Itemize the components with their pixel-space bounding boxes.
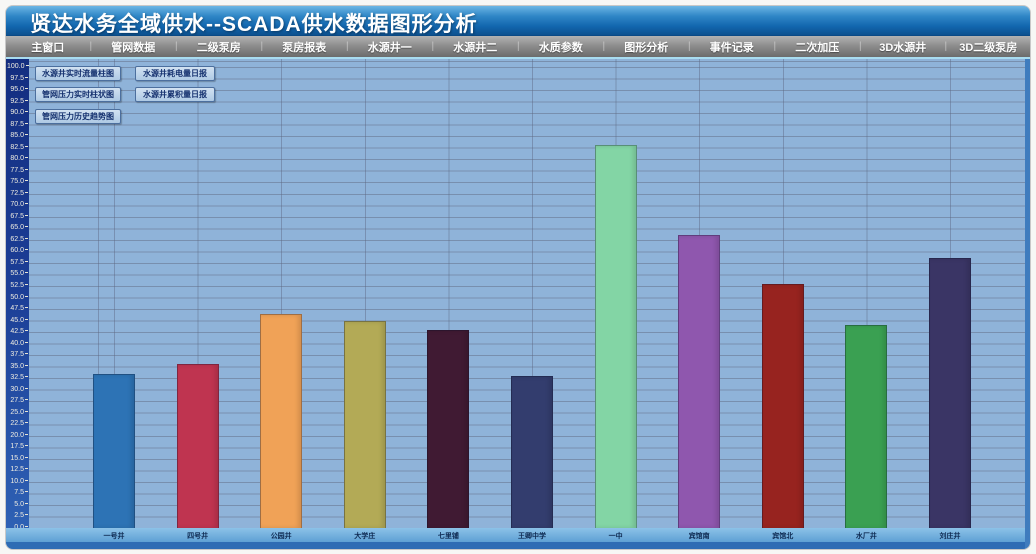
y-tick-label: 22.5 bbox=[7, 420, 28, 428]
menu-item-secondary-pump[interactable]: 二级泵房 bbox=[196, 41, 241, 54]
y-tick-label: 40.0 bbox=[7, 340, 28, 348]
x-category-label: 刘庄井 bbox=[939, 533, 961, 540]
menu-item-water-quality[interactable]: 水质参数 bbox=[538, 41, 583, 54]
y-axis: 100.0 97.5 95.0 92.5 90.0 87.5 85.0 82.5 80.0 77.… bbox=[6, 59, 29, 535]
chart-bar-宾馆南 bbox=[678, 235, 721, 528]
menu-item-network-data[interactable]: 管网数据 bbox=[111, 41, 156, 54]
y-tick-label: 25.0 bbox=[7, 409, 28, 417]
y-tick-label: 97.5 bbox=[7, 75, 28, 83]
x-category-label: 王卿中学 bbox=[518, 533, 546, 540]
y-tick-label: 67.5 bbox=[7, 213, 28, 221]
y-tick-label: 2.5 bbox=[7, 512, 28, 520]
chart-bar-七里铺 bbox=[427, 330, 470, 528]
x-category-label: 宾馆北 bbox=[772, 533, 794, 540]
chart-bar-宾馆北 bbox=[761, 284, 804, 528]
y-tick-label: 45.0 bbox=[7, 317, 28, 325]
chart-bar-一中 bbox=[594, 145, 637, 528]
y-tick-label: 82.5 bbox=[7, 144, 28, 152]
chart-bar-大学庄 bbox=[343, 321, 386, 528]
button-realtime-pressure-chart[interactable]: 管网压力实时柱状图 bbox=[35, 87, 121, 102]
x-axis-label-band: 一号井 四号井 公园井 大学庄 七里铺 王卿中学 一中 宾馆南 宾馆北 水厂井 刘庄井 bbox=[6, 528, 1025, 542]
y-tick-label: 87.5 bbox=[7, 121, 28, 129]
button-pressure-history-trend[interactable]: 管网压力历史趋势图 bbox=[35, 109, 121, 124]
menu-item-3d-pump[interactable]: 3D二级泵房 bbox=[959, 41, 1018, 54]
chart-bar-一号井 bbox=[93, 374, 135, 528]
button-power-daily-report[interactable]: 水源井耗电量日报 bbox=[135, 66, 215, 81]
y-tick-label: 75.0 bbox=[7, 178, 28, 186]
y-tick-label: 7.5 bbox=[7, 489, 28, 497]
menu-divider: | bbox=[431, 41, 435, 52]
menu-item-well-2[interactable]: 水源井二 bbox=[453, 41, 498, 54]
y-tick-label: 72.5 bbox=[7, 190, 28, 198]
x-category-label: 宾馆南 bbox=[688, 533, 710, 540]
y-tick-label: 52.5 bbox=[7, 282, 28, 290]
y-tick-label: 70.0 bbox=[7, 201, 28, 209]
y-tick-label: 10.0 bbox=[7, 478, 28, 486]
y-tick-label: 60.0 bbox=[7, 247, 28, 255]
y-tick-label: 50.0 bbox=[7, 294, 28, 302]
menu-item-3d-well[interactable]: 3D水源井 bbox=[879, 41, 927, 54]
y-tick-label: 30.0 bbox=[7, 386, 28, 394]
menu-divider: | bbox=[175, 41, 178, 52]
menu-item-secondary-pressure[interactable]: 二次加压 bbox=[795, 41, 840, 54]
x-category-label: 水厂井 bbox=[855, 533, 877, 540]
y-tick-label: 90.0 bbox=[7, 109, 28, 117]
y-tick-label: 77.5 bbox=[7, 167, 28, 175]
x-category-label: 一号井 bbox=[103, 533, 125, 540]
y-tick-label: 35.0 bbox=[7, 363, 28, 371]
x-category-label: 四号井 bbox=[187, 533, 209, 540]
menu-divider: | bbox=[89, 41, 93, 52]
title-bar: 贤达水务全域供水--SCADA供水数据图形分析 bbox=[6, 6, 1030, 36]
menu-divider: | bbox=[517, 41, 520, 52]
menu-item-event-log[interactable]: 事件记录 bbox=[709, 41, 754, 54]
menu-divider: | bbox=[602, 41, 606, 52]
y-tick-label: 42.5 bbox=[7, 328, 28, 336]
button-cumulative-daily-report[interactable]: 水源井累积量日报 bbox=[135, 87, 215, 102]
menu-bar: 主窗口 | 管网数据 | 二级泵房 | 泵房报表 | 水源井一 | 水源井二 |… bbox=[6, 36, 1030, 59]
menu-item-main-window[interactable]: 主窗口 bbox=[31, 41, 65, 54]
x-category-label: 一中 bbox=[608, 533, 623, 540]
y-tick-label: 62.5 bbox=[7, 236, 28, 244]
app-window: 贤达水务全域供水--SCADA供水数据图形分析 主窗口 | 管网数据 | 二级泵… bbox=[6, 6, 1030, 549]
y-tick-label: 5.0 bbox=[7, 501, 28, 509]
y-tick-label: 32.5 bbox=[7, 374, 28, 382]
menu-divider: | bbox=[859, 41, 862, 52]
y-tick-label: 15.0 bbox=[7, 455, 28, 463]
chart-bar-王卿中学 bbox=[511, 376, 553, 528]
y-tick-label: 80.0 bbox=[7, 155, 28, 163]
y-tick-label: 92.5 bbox=[7, 98, 28, 106]
x-category-label: 大学庄 bbox=[354, 533, 376, 540]
y-tick-label: 100.0 bbox=[7, 63, 28, 71]
y-tick-label: 12.5 bbox=[7, 466, 28, 474]
menu-divider: | bbox=[944, 41, 948, 52]
y-tick-label: 27.5 bbox=[7, 397, 28, 405]
x-category-label: 七里铺 bbox=[437, 533, 459, 540]
menu-divider: | bbox=[688, 41, 691, 52]
y-tick-label: 65.0 bbox=[7, 224, 28, 232]
y-tick-label: 20.0 bbox=[7, 432, 28, 440]
chart-bar-公园井 bbox=[260, 314, 303, 528]
y-tick-label: 0.0 bbox=[7, 524, 28, 532]
menu-item-well-1[interactable]: 水源井一 bbox=[367, 41, 412, 54]
x-category-label: 公园井 bbox=[270, 533, 292, 540]
y-tick-label: 47.5 bbox=[7, 305, 28, 313]
menu-divider: | bbox=[346, 41, 349, 52]
menu-divider: | bbox=[773, 41, 777, 52]
menu-item-pump-report[interactable]: 泵房报表 bbox=[282, 41, 327, 54]
y-tick-label: 57.5 bbox=[7, 259, 28, 267]
chart-bar-水厂井 bbox=[845, 325, 888, 528]
y-tick-label: 95.0 bbox=[7, 86, 28, 94]
page-title: 贤达水务全域供水--SCADA供水数据图形分析 bbox=[30, 13, 478, 36]
chart-plot-area: 100.0 97.5 95.0 92.5 90.0 87.5 85.0 82.5 80.0 77.… bbox=[6, 59, 1030, 549]
menu-divider: | bbox=[260, 41, 264, 52]
y-tick-label: 85.0 bbox=[7, 132, 28, 140]
y-tick-label: 55.0 bbox=[7, 270, 28, 278]
y-tick-label: 17.5 bbox=[7, 443, 28, 451]
chart-bar-刘庄井 bbox=[929, 258, 971, 528]
y-tick-label: 37.5 bbox=[7, 351, 28, 359]
button-realtime-flow-chart[interactable]: 水源井实时流量柱图 bbox=[35, 66, 121, 81]
chart-bar-四号井 bbox=[176, 364, 219, 528]
window-bottom-band bbox=[6, 542, 1025, 549]
menu-item-graph-analysis[interactable]: 图形分析 bbox=[624, 41, 669, 54]
